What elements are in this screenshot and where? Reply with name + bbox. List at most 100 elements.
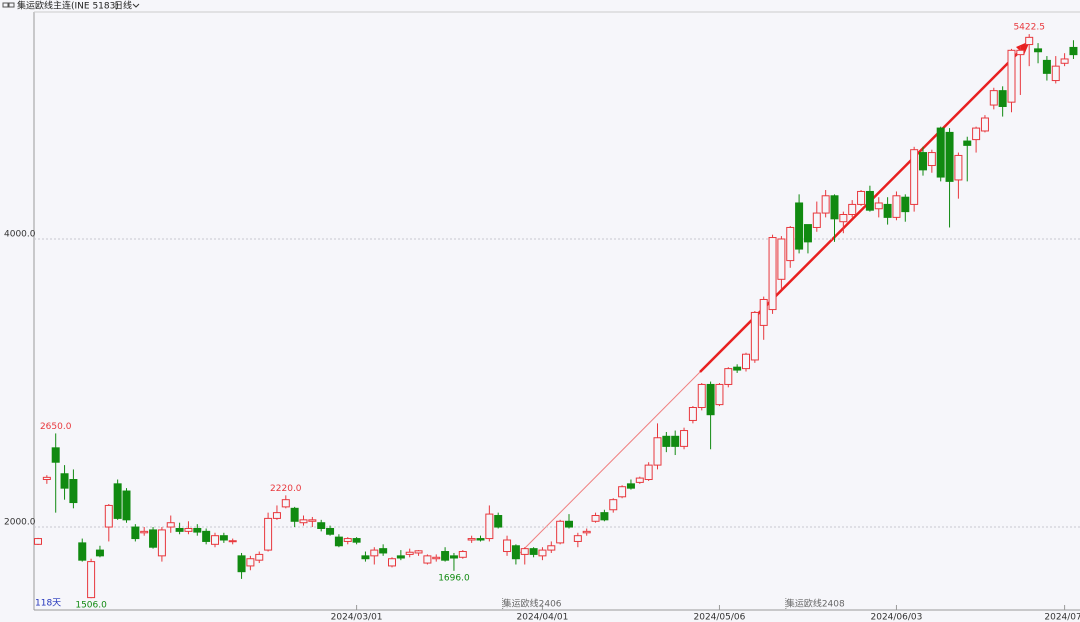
candle-body: [1051, 65, 1060, 82]
candle-body: [777, 238, 786, 280]
candle-body: [503, 539, 512, 553]
candle-body: [211, 535, 219, 545]
candle-body: [556, 520, 565, 544]
candle-body: [538, 549, 547, 557]
candle-body: [972, 127, 981, 141]
candle-body: [989, 90, 998, 106]
x-tick-label: 2024/05/06: [694, 613, 746, 622]
candle-body: [954, 154, 963, 181]
candle-body: [423, 555, 432, 564]
candle-body: [795, 202, 804, 250]
candle-body: [458, 551, 467, 558]
candle-body: [246, 558, 255, 567]
candle-body: [901, 196, 910, 213]
candle-body: [618, 486, 627, 498]
candle-body: [485, 513, 494, 540]
candle-body: [653, 437, 662, 466]
candle-body: [688, 406, 697, 421]
candle-body: [449, 555, 458, 559]
candle-body: [60, 473, 69, 489]
icon: [2, 2, 9, 8]
candle-body: [759, 298, 768, 326]
candle-body: [352, 538, 361, 543]
candle-body: [980, 117, 989, 132]
high-label: 2650.0: [40, 422, 72, 432]
candle-body: [42, 476, 51, 481]
candle-body: [104, 504, 113, 528]
candle-body: [34, 538, 42, 545]
candle-body: [1042, 59, 1051, 74]
candle-body: [644, 464, 653, 481]
candle-body: [520, 548, 529, 555]
candle-body: [715, 383, 724, 406]
candle-body: [87, 561, 96, 599]
candle-body: [626, 483, 635, 489]
candle-body: [343, 538, 352, 542]
candle-body: [1069, 46, 1078, 56]
candle-body: [476, 538, 485, 541]
candle-body: [414, 550, 423, 554]
y-tick-label: 2000.0: [4, 518, 36, 528]
candle-body: [936, 127, 945, 178]
x-tick-label: 2024/03/01: [331, 613, 383, 622]
dropdown-chevron[interactable]: [132, 3, 140, 8]
candle-body: [750, 311, 759, 361]
candle-body: [963, 140, 972, 146]
candle-body: [264, 517, 273, 551]
candle-body: [883, 203, 892, 218]
contract-label: 集运欧线2408: [786, 598, 845, 610]
candle-body: [803, 224, 812, 243]
candle-body: [228, 540, 237, 543]
candle-body: [529, 548, 538, 555]
candle-body: [671, 435, 680, 447]
candle-body: [51, 447, 60, 463]
candle-body: [237, 555, 246, 573]
candle-body: [326, 527, 335, 535]
candle-body: [892, 195, 901, 218]
candle-body: [680, 430, 689, 447]
candle-body: [219, 535, 228, 541]
candle-body: [565, 520, 573, 528]
candle-body: [706, 383, 715, 416]
candle-body: [193, 527, 202, 533]
x-tick-label: 2024/06/03: [871, 613, 923, 622]
candle-body: [742, 353, 750, 370]
count-label: 118天: [35, 599, 61, 609]
candle-body: [78, 542, 87, 561]
candle-body: [600, 512, 609, 521]
candle-body: [591, 515, 600, 522]
candle-body: [370, 549, 379, 557]
candle-body: [821, 195, 830, 214]
candle-body: [441, 551, 450, 561]
candle-body: [865, 190, 874, 211]
candle-body: [724, 368, 733, 385]
candle-body: [69, 479, 78, 504]
candle-body: [511, 545, 520, 560]
candle-body: [299, 519, 308, 524]
candle-body: [547, 545, 556, 551]
candle-body: [848, 203, 857, 216]
candle-body: [388, 558, 396, 567]
candle-body: [1016, 49, 1025, 56]
candle-body: [317, 522, 326, 529]
icon: [8, 2, 15, 8]
candle-body: [697, 383, 706, 408]
candle-body: [113, 483, 122, 519]
candle-body: [95, 549, 104, 557]
contract-label: 集运欧线2406: [503, 598, 562, 610]
candle-body: [1025, 36, 1034, 46]
candle-body: [786, 226, 795, 262]
candle-body: [379, 548, 388, 554]
candle-body: [122, 490, 131, 521]
x-tick-label: 2024/04/01: [517, 613, 569, 622]
candle-body: [396, 555, 405, 559]
candle-body: [149, 529, 158, 548]
candle-body: [582, 530, 591, 534]
candle-body: [839, 214, 848, 223]
period-selector[interactable]: 日线: [114, 0, 132, 12]
candle-body: [573, 535, 582, 542]
candle-body: [494, 515, 503, 528]
